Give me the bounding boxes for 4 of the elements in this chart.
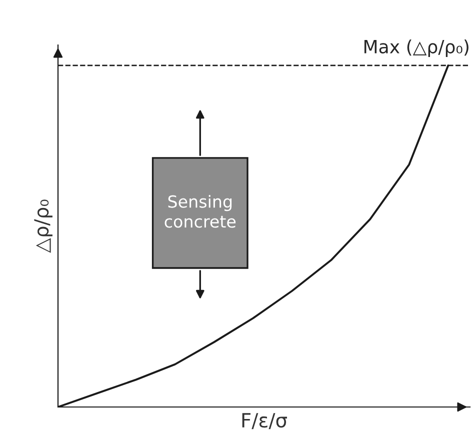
ref-line-label: Max (△ρ/ρ₀) [364,40,468,57]
annotation: Sensing concrete [164,194,236,228]
y-axis-title: △ρ/ρ₀ [34,200,52,253]
x-axis-title: F/ε/σ [242,413,287,430]
